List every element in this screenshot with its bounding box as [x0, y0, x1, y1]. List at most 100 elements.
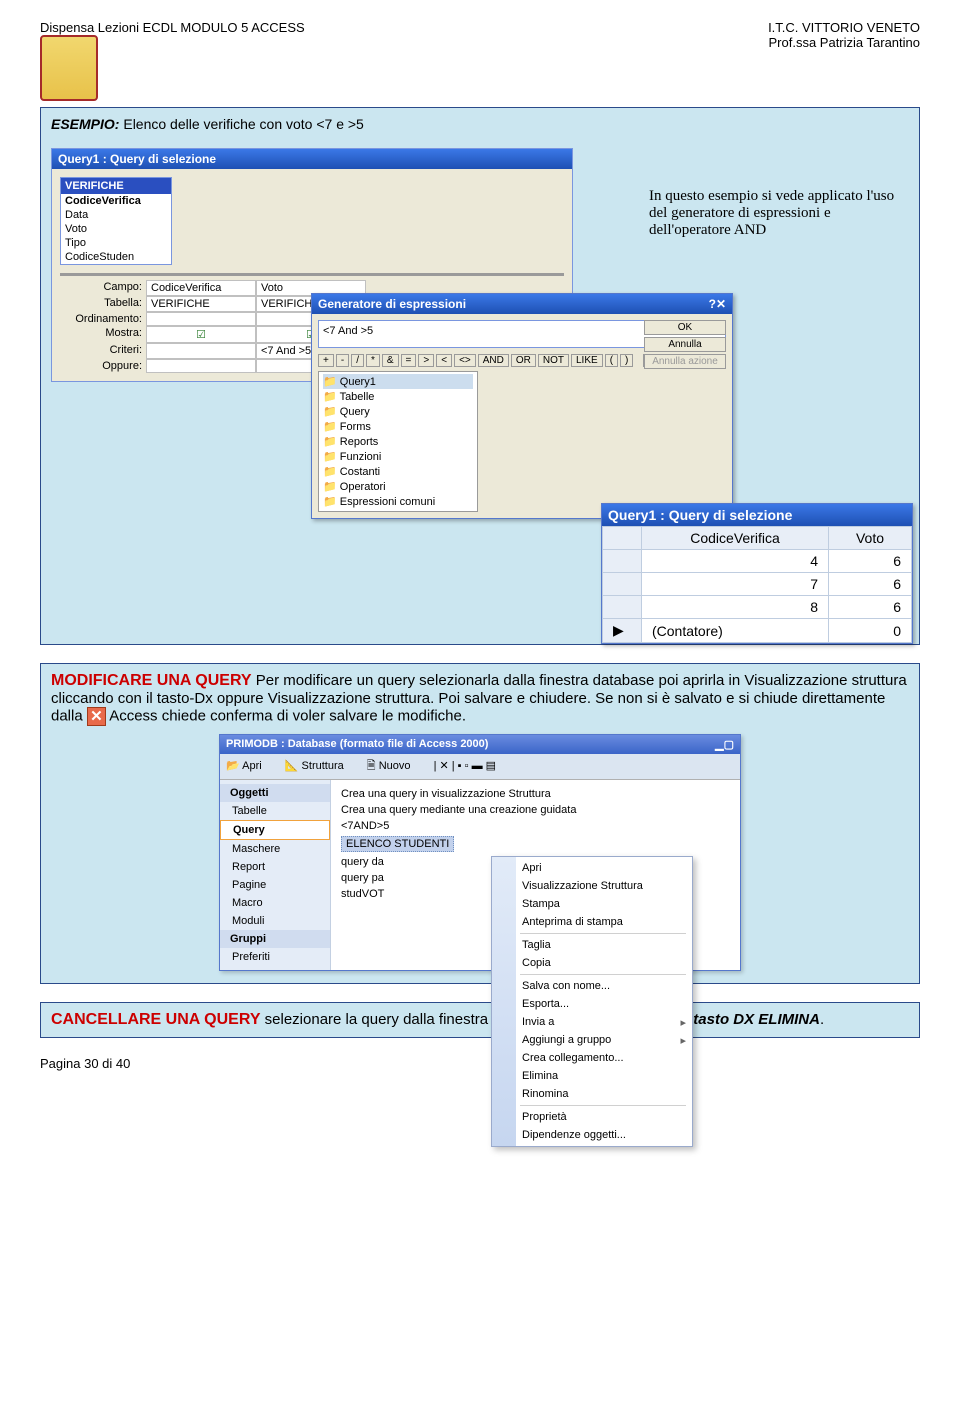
sidebar-item-maschere[interactable]: Maschere	[220, 840, 330, 858]
op-button[interactable]: -	[336, 354, 349, 367]
ctx-properties[interactable]: Proprietà	[492, 1108, 692, 1126]
ctx-print-preview[interactable]: Anteprima di stampa	[492, 913, 692, 931]
op-button[interactable]: =	[401, 354, 417, 367]
tree-item[interactable]: Funzioni	[323, 449, 473, 464]
result-datasheet: Query1 : Query di selezione CodiceVerifi…	[601, 503, 913, 644]
ctx-copy[interactable]: Copia	[492, 954, 692, 972]
expression-builder-dialog: Generatore di espressioni ?✕ <7 And >5 O…	[311, 293, 733, 519]
ctx-create-shortcut[interactable]: Crea collegamento...	[492, 1049, 692, 1067]
grid-cell[interactable]: VERIFICHE	[146, 296, 256, 312]
op-button[interactable]: >	[418, 354, 434, 367]
ctx-print[interactable]: Stampa	[492, 895, 692, 913]
window-controls[interactable]: ▁▢	[715, 738, 734, 751]
query-list: Crea una query in visualizzazione Strutt…	[331, 780, 740, 970]
page-footer: Pagina 30 di 40	[40, 1056, 920, 1071]
expr-title: Generatore di espressioni	[318, 297, 466, 311]
design-button[interactable]: 📐 Struttura	[285, 760, 354, 772]
header-right2: Prof.ssa Patrizia Tarantino	[768, 35, 920, 50]
field-item[interactable]: CodiceStuden	[61, 250, 171, 264]
modify-query-box: MODIFICARE UNA QUERY Per modificare un q…	[40, 663, 920, 984]
op-button[interactable]: /	[351, 354, 364, 367]
example-explanation: In questo esempio si vede applicato l'us…	[649, 188, 899, 239]
ok-button[interactable]: OK	[644, 320, 726, 335]
op-button[interactable]: OR	[511, 354, 536, 367]
sidebar-item-pagine[interactable]: Pagine	[220, 876, 330, 894]
sidebar-item-macro[interactable]: Macro	[220, 894, 330, 912]
ctx-send-to[interactable]: Invia a	[492, 1013, 692, 1031]
open-button[interactable]: 📂 Apri	[226, 760, 272, 772]
esempio-label: ESEMPIO:	[51, 116, 119, 132]
list-item[interactable]: Crea una query in visualizzazione Strutt…	[341, 786, 730, 802]
op-button[interactable]: &	[382, 354, 399, 367]
sidebar-item-preferiti[interactable]: Preferiti	[220, 948, 330, 966]
ctx-add-to-group[interactable]: Aggiungi a gruppo	[492, 1031, 692, 1049]
op-button[interactable]: <	[436, 354, 452, 367]
database-window: PRIMODB : Database (formato file di Acce…	[219, 734, 741, 971]
list-item[interactable]: Crea una query mediante una creazione gu…	[341, 802, 730, 818]
body-text: Access chiede conferma di voler salvare …	[109, 707, 466, 724]
grid-cell[interactable]: CodiceVerifica	[146, 280, 256, 296]
op-button[interactable]: *	[366, 354, 380, 367]
tree-item[interactable]: Query1	[323, 374, 473, 389]
result-table: CodiceVerificaVoto 46 76 86 ▶(Contatore)…	[602, 526, 912, 643]
ctx-delete[interactable]: Elimina	[492, 1067, 692, 1085]
sidebar-item-query[interactable]: Query	[220, 820, 330, 840]
tree-item[interactable]: Reports	[323, 434, 473, 449]
delete-query-box: CANCELLARE UNA QUERY selezionare la quer…	[40, 1002, 920, 1038]
close-icon: ✕	[87, 707, 106, 726]
tree-item[interactable]: Tabelle	[323, 389, 473, 404]
op-button[interactable]: AND	[478, 354, 509, 367]
undo-button[interactable]: Annulla azione	[644, 354, 726, 369]
header-left: Dispensa Lezioni ECDL MODULO 5 ACCESS	[40, 20, 305, 35]
op-button[interactable]: NOT	[538, 354, 569, 367]
op-button[interactable]: <>	[454, 354, 476, 367]
ctx-design-view[interactable]: Visualizzazione Struttura	[492, 877, 692, 895]
op-button[interactable]: +	[318, 354, 334, 367]
list-item-selected[interactable]: ELENCO STUDENTI	[341, 836, 454, 852]
db-title: PRIMODB : Database (formato file di Acce…	[226, 738, 488, 751]
grid-cell[interactable]	[146, 359, 256, 373]
ctx-rename[interactable]: Rinomina	[492, 1085, 692, 1103]
help-close-icons[interactable]: ?✕	[709, 297, 726, 311]
example-box: ESEMPIO: Elenco delle verifiche con voto…	[40, 107, 920, 645]
tree-item[interactable]: Costanti	[323, 464, 473, 479]
field-item[interactable]: Voto	[61, 222, 171, 236]
new-button[interactable]: 🗎 Nuovo	[367, 760, 421, 772]
result-title: Query1 : Query di selezione	[602, 504, 912, 526]
context-menu: Apri Visualizzazione Struttura Stampa An…	[491, 856, 693, 1147]
ctx-save-as[interactable]: Salva con nome...	[492, 977, 692, 995]
field-list[interactable]: VERIFICHE CodiceVerifica Data Voto Tipo …	[60, 177, 172, 265]
section-heading: CANCELLARE UNA QUERY	[51, 1011, 260, 1028]
op-button[interactable]: )	[620, 354, 633, 367]
tree-item[interactable]: Query	[323, 404, 473, 419]
sidebar-item-report[interactable]: Report	[220, 858, 330, 876]
page-header: Dispensa Lezioni ECDL MODULO 5 ACCESS I.…	[40, 20, 920, 101]
op-button[interactable]: (	[605, 354, 618, 367]
header-right1: I.T.C. VITTORIO VENETO	[768, 20, 920, 35]
expression-tree[interactable]: Query1 Tabelle Query Forms Reports Funzi…	[318, 371, 478, 512]
toolbar-icons[interactable]: | ✕ | ▪ ▫ ▬ ▤	[434, 760, 496, 772]
show-checkbox[interactable]: ☑	[146, 326, 256, 343]
tree-item[interactable]: Operatori	[323, 479, 473, 494]
grid-cell[interactable]	[146, 343, 256, 359]
school-badge	[40, 35, 98, 101]
objects-sidebar: Oggetti Tabelle Query Maschere Report Pa…	[220, 780, 331, 970]
ctx-export[interactable]: Esporta...	[492, 995, 692, 1013]
ctx-dependencies[interactable]: Dipendenze oggetti...	[492, 1126, 692, 1144]
sidebar-item-tabelle[interactable]: Tabelle	[220, 802, 330, 820]
db-toolbar: 📂 Apri 📐 Struttura 🗎 Nuovo | ✕ | ▪ ▫ ▬ ▤	[220, 754, 740, 780]
design-title: Query1 : Query di selezione	[52, 149, 572, 169]
op-button[interactable]: LIKE	[571, 354, 603, 367]
tree-item[interactable]: Forms	[323, 419, 473, 434]
field-item[interactable]: CodiceVerifica	[61, 194, 171, 208]
tree-item[interactable]: Espressioni comuni	[323, 494, 473, 509]
ctx-cut[interactable]: Taglia	[492, 936, 692, 954]
list-item[interactable]: <7AND>5	[341, 818, 730, 834]
grid-cell[interactable]	[146, 312, 256, 326]
sidebar-item-moduli[interactable]: Moduli	[220, 912, 330, 930]
cancel-button[interactable]: Annulla	[644, 337, 726, 352]
field-list-header: VERIFICHE	[61, 178, 171, 194]
ctx-open[interactable]: Apri	[492, 859, 692, 877]
field-item[interactable]: Data	[61, 208, 171, 222]
field-item[interactable]: Tipo	[61, 236, 171, 250]
